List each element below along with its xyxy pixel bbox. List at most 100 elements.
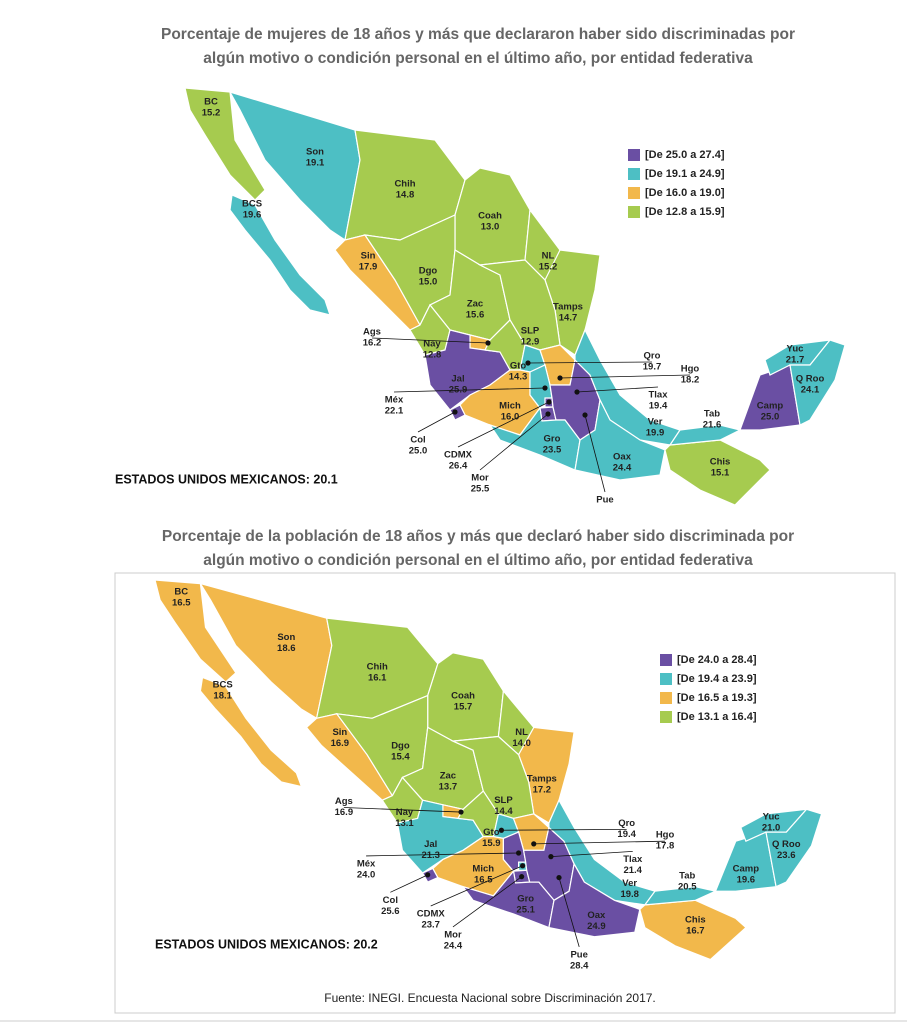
state-value: 16.9 [331,738,350,749]
state-value: 19.1 [306,158,325,169]
state [199,676,303,788]
leader-dot [531,841,537,847]
leader-line [371,337,489,344]
leader-dot [546,399,552,405]
state-value: 24.0 [357,869,376,880]
leader-line [533,840,666,845]
state-name: Tamps [553,302,583,313]
state-name: Q Roo [796,374,825,385]
state-name: Sin [361,251,376,262]
state-value: 16.9 [335,807,354,818]
leader-dot [557,375,563,381]
leader-line [393,387,546,393]
state-name: CDMX [417,908,446,919]
map-title: Porcentaje de la población de 18 años y … [162,528,794,545]
leader-dot [542,385,548,391]
state-name: Col [410,435,425,446]
legend-swatch [628,149,640,161]
state-name: Camp [757,401,784,412]
state-name: Son [306,147,324,158]
state-name: Ver [622,878,637,889]
state-value: 15.1 [711,468,730,479]
state-name: Pue [570,949,587,960]
legend-swatch [660,692,672,704]
state-name: Zac [440,771,456,782]
leader-dot [519,874,525,880]
leader-dot [574,389,580,395]
state-name: Qro [618,818,635,829]
state-value: 14.7 [559,313,578,324]
legend-label: [De 24.0 a 28.4] [677,654,757,666]
state-value: 13.7 [439,782,458,793]
state-value: 15.2 [202,108,221,119]
legend-swatch [660,673,672,685]
state-value: 24.4 [444,940,463,951]
state [154,579,237,683]
state-name: Coah [478,211,502,222]
leader-line [576,386,659,393]
state-value: 23.5 [543,445,562,456]
state-name: Chih [394,179,415,190]
source: Fuente: INEGI. Encuesta Nacional sobre D… [324,991,656,1005]
national-total: ESTADOS UNIDOS MEXICANOS: 20.1 [115,472,338,486]
state [574,398,666,481]
state-value: 21.0 [762,822,781,833]
state-name: Yuc [787,344,804,355]
state-value: 15.2 [539,262,558,273]
state [789,339,846,426]
state-value: 17.2 [533,784,552,795]
state-value: 18.1 [213,691,232,702]
state-value: 16.7 [686,925,705,936]
state-name: Nay [423,339,441,350]
state-name: Tab [679,871,695,882]
state-value: 15.0 [419,277,438,288]
state-name: Dgo [391,741,410,752]
state-value: 16.0 [501,412,520,423]
leader-line [366,852,519,857]
state [461,869,555,929]
state-name: Ver [648,417,663,428]
state-value: 25.5 [471,484,490,495]
state-name: Tamps [527,773,557,784]
leader-line [550,850,633,858]
state-name: Hgo [681,364,700,375]
state-value: 15.6 [466,310,485,321]
state-value: 14.4 [494,806,513,817]
state-name: Méx [385,395,404,406]
leader-dot [485,340,491,346]
legend-swatch [628,206,640,218]
state-value: 19.9 [646,428,665,439]
state-value: 16.1 [368,672,387,683]
state-value: 15.9 [482,838,501,849]
state-name: Zac [467,299,483,310]
legend-label: [De 16.5 a 19.3] [677,692,757,704]
state-name: Dgo [419,266,438,277]
leader-dot [425,872,431,878]
state-value: 26.4 [449,461,468,472]
state-value: 21.4 [623,865,642,876]
state-value: 22.1 [385,406,404,417]
state-value: 12.8 [423,350,442,361]
state-name: BC [204,97,218,108]
leader-dot [520,863,526,869]
state-value: 21.3 [421,850,440,861]
leader-dot [545,411,551,417]
legend-swatch [628,168,640,180]
state-name: Mor [444,929,462,940]
leader-line [559,374,691,379]
state-name: Camp [733,863,760,874]
state [488,406,581,471]
state-value: 25.0 [761,412,780,423]
map-title: Porcentaje de mujeres de 18 años y más q… [161,26,795,43]
state-name: Ags [335,796,353,807]
state-value: 23.6 [777,850,796,861]
state-value: 13.1 [395,818,414,829]
state-name: BCS [213,680,233,691]
state-name: Yuc [763,811,780,822]
state-value: 19.7 [643,362,662,373]
state-name: CDMX [444,450,473,461]
legend-label: [De 25.0 a 27.4] [645,149,725,161]
state-value: 16.5 [172,598,191,609]
state-name: Coah [451,690,475,701]
state-value: 18.2 [681,375,700,386]
